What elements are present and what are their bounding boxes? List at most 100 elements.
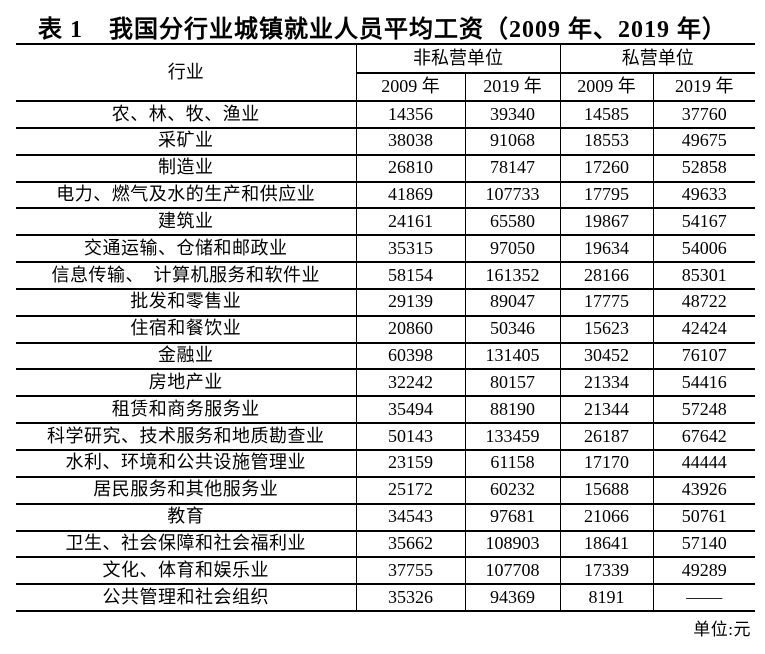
industry-cell: 住宿和餐饮业 [16, 315, 356, 344]
value-cell: 17339 [559, 557, 653, 586]
table-row: 制造业 26810 78147 17260 52858 [16, 154, 755, 183]
value-cell: 94369 [464, 584, 560, 613]
value-cell: 23159 [355, 449, 465, 478]
table-row: 金融业 60398 131405 30452 76107 [16, 342, 755, 371]
industry-cell: 交通运输、仓储和邮政业 [16, 235, 356, 264]
industry-cell: 房地产业 [16, 369, 356, 398]
header-private-2019: 2019 年 [652, 73, 755, 102]
table-row: 电力、燃气及水的生产和供应业 41869 107733 17795 49633 [16, 181, 755, 210]
industry-cell: 水利、环境和公共设施管理业 [16, 449, 356, 478]
table-row: 卫生、社会保障和社会福利业 35662 108903 18641 57140 [16, 530, 755, 559]
table-row: 采矿业 38038 91068 18553 49675 [16, 127, 755, 156]
value-cell: 65580 [464, 208, 560, 237]
value-cell: 60232 [464, 476, 560, 505]
unit-note: 单位:元 [693, 620, 751, 639]
value-cell: 52858 [652, 154, 755, 183]
value-cell: 26810 [355, 154, 465, 183]
value-cell: 39340 [464, 101, 560, 129]
value-cell: 50346 [464, 315, 560, 344]
value-cell: 43926 [652, 476, 755, 505]
value-cell: 54416 [652, 369, 755, 398]
value-cell: 18553 [559, 127, 653, 156]
value-cell: 19634 [559, 235, 653, 264]
value-cell: 57248 [652, 396, 755, 425]
value-cell: 35662 [355, 530, 465, 559]
industry-cell: 制造业 [16, 154, 356, 183]
value-cell: 30452 [559, 342, 653, 371]
value-cell: 14356 [355, 101, 465, 129]
value-cell: 37760 [652, 101, 755, 129]
table-row: 房地产业 32242 80157 21334 54416 [16, 369, 755, 398]
value-cell: 60398 [355, 342, 465, 371]
table-row: 建筑业 24161 65580 19867 54167 [16, 208, 755, 237]
value-cell: 26187 [559, 423, 653, 451]
industry-cell: 批发和零售业 [16, 288, 356, 317]
industry-cell: 居民服务和其他服务业 [16, 476, 356, 505]
value-cell: 21066 [559, 503, 653, 532]
value-cell: 35326 [355, 584, 465, 613]
value-cell: 44444 [652, 449, 755, 478]
value-cell: 78147 [464, 154, 560, 183]
value-cell: 88190 [464, 396, 560, 425]
value-cell: 8191 [559, 584, 653, 613]
wage-table: 行业 非私营单位 私营单位 2009 年 2019 年 2009 年 2019 … [16, 43, 755, 613]
value-cell: 17260 [559, 154, 653, 183]
value-cell: 17170 [559, 449, 653, 478]
table-title-label: 表 1 [38, 17, 83, 43]
header-non-private-units: 非私营单位 [355, 43, 560, 74]
value-cell: 20860 [355, 315, 465, 344]
value-cell: 14585 [559, 101, 653, 129]
value-cell: 15623 [559, 315, 653, 344]
value-cell: 67642 [652, 423, 755, 451]
value-cell: 54167 [652, 208, 755, 237]
table-row: 科学研究、技术服务和地质勘查业 50143 133459 26187 67642 [16, 423, 755, 451]
value-cell: 54006 [652, 235, 755, 264]
value-cell: 133459 [464, 423, 560, 451]
industry-cell: 电力、燃气及水的生产和供应业 [16, 181, 356, 210]
value-cell: 107733 [464, 181, 560, 210]
value-cell: 17795 [559, 181, 653, 210]
header-private-2009: 2009 年 [559, 73, 653, 102]
value-cell: 24161 [355, 208, 465, 237]
value-cell: 21344 [559, 396, 653, 425]
value-cell: 25172 [355, 476, 465, 505]
industry-cell: 建筑业 [16, 208, 356, 237]
value-cell: 42424 [652, 315, 755, 344]
value-cell: 35315 [355, 235, 465, 264]
value-cell: 38038 [355, 127, 465, 156]
header-industry: 行业 [16, 43, 356, 102]
table-row: 批发和零售业 29139 89047 17775 48722 [16, 288, 755, 317]
table-row: 文化、体育和娱乐业 37755 107708 17339 49289 [16, 557, 755, 586]
table-row: 教育 34543 97681 21066 50761 [16, 503, 755, 532]
year-header-row: 2009 年 2019 年 2009 年 2019 年 [16, 73, 755, 102]
value-cell: 49289 [652, 557, 755, 586]
table-row: 公共管理和社会组织 35326 94369 8191 —— [16, 584, 755, 613]
value-cell: 19867 [559, 208, 653, 237]
industry-cell: 教育 [16, 503, 356, 532]
industry-cell: 卫生、社会保障和社会福利业 [16, 530, 356, 559]
value-cell: 49675 [652, 127, 755, 156]
value-cell: 80157 [464, 369, 560, 398]
value-cell: 131405 [464, 342, 560, 371]
header-nonprivate-2009: 2009 年 [355, 73, 465, 102]
value-cell: 91068 [464, 127, 560, 156]
table-title: 表 1 我国分行业城镇就业人员平均工资（2009 年、2019 年） [0, 0, 765, 44]
value-cell: —— [652, 584, 755, 613]
table-row: 农、林、牧、渔业 14356 39340 14585 37760 [16, 101, 755, 129]
industry-cell: 租赁和商务服务业 [16, 396, 356, 425]
value-cell: 32242 [355, 369, 465, 398]
value-cell: 50761 [652, 503, 755, 532]
value-cell: 41869 [355, 181, 465, 210]
value-cell: 107708 [464, 557, 560, 586]
value-cell: 97050 [464, 235, 560, 264]
industry-cell: 科学研究、技术服务和地质勘查业 [16, 423, 356, 451]
value-cell: 57140 [652, 530, 755, 559]
value-cell: 37755 [355, 557, 465, 586]
group-header-row: 行业 非私营单位 私营单位 [16, 43, 755, 102]
table-row: 租赁和商务服务业 35494 88190 21344 57248 [16, 396, 755, 425]
industry-cell: 采矿业 [16, 127, 356, 156]
value-cell: 48722 [652, 288, 755, 317]
value-cell: 18641 [559, 530, 653, 559]
table-row: 水利、环境和公共设施管理业 23159 61158 17170 44444 [16, 449, 755, 478]
table-row: 居民服务和其他服务业 25172 60232 15688 43926 [16, 476, 755, 505]
